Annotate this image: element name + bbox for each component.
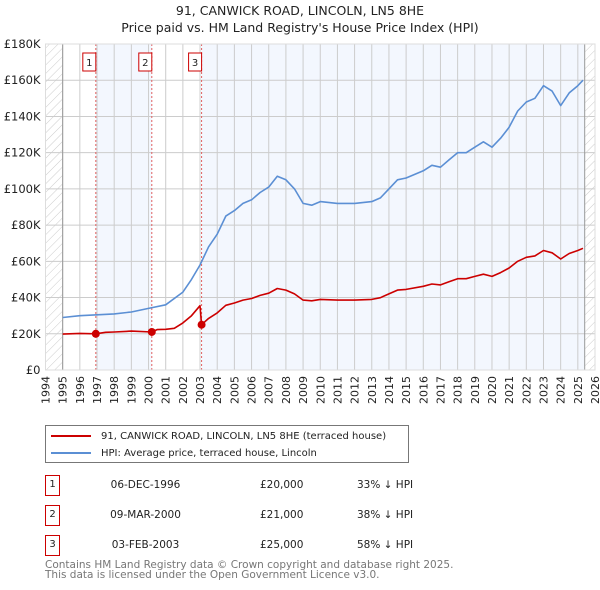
y-tick-label: £120K xyxy=(4,146,41,160)
sale-point xyxy=(91,329,100,338)
x-tick-label: 2019 xyxy=(469,376,482,404)
sale-hpi-diff: 38% ↓ HPI xyxy=(357,509,414,521)
y-tick-label: £80K xyxy=(11,218,41,232)
y-tick-label: £0 xyxy=(26,363,41,377)
legend-label: 91, CANWICK ROAD, LINCOLN, LN5 8HE (terr… xyxy=(101,430,387,442)
x-tick-label: 2025 xyxy=(572,376,585,404)
sale-number-badge: 1 xyxy=(45,475,60,496)
x-tick-label: 1999 xyxy=(125,376,138,404)
price-chart: 1994 1995 1996 1997 1998 1999 2000 2001 2002 2003… xyxy=(4,37,600,404)
x-tick-label: 2000 xyxy=(143,376,156,404)
sale-label: 2 xyxy=(142,58,148,69)
x-tick-label: 2005 xyxy=(228,376,241,404)
sale-date: 06-DEC-1996 xyxy=(110,479,181,491)
sale-date: 09-MAR-2000 xyxy=(110,509,181,521)
x-tick-label: 1995 xyxy=(57,376,70,404)
hpi-line xyxy=(62,79,584,319)
x-tick-label: 2012 xyxy=(349,376,362,404)
x-tick-label: 2014 xyxy=(383,376,396,404)
x-tick-label: 2013 xyxy=(366,376,379,404)
sale-number-badge: 2 xyxy=(45,505,60,526)
x-tick-label: 2017 xyxy=(434,376,447,404)
x-tick-label: 2003 xyxy=(194,376,207,404)
sale-number-badge: 3 xyxy=(45,535,60,556)
sale-price: £21,000 xyxy=(260,509,304,521)
no-data-region xyxy=(584,44,595,370)
x-tick-label: 2007 xyxy=(263,376,276,404)
footer-copyright: Contains HM Land Registry data © Crown c… xyxy=(45,559,454,571)
x-tick-label: 2018 xyxy=(452,376,465,404)
x-tick-label: 2024 xyxy=(555,376,568,404)
x-tick-label: 2010 xyxy=(314,376,327,404)
legend-item-hpi: HPI: Average price, terraced house, Linc… xyxy=(46,445,317,461)
no-data-region xyxy=(45,44,63,370)
sale-hpi-diff: 33% ↓ HPI xyxy=(357,479,414,491)
sale-label-box xyxy=(188,52,203,72)
x-tick-label: 2001 xyxy=(160,376,173,404)
ownership-band xyxy=(201,44,585,370)
sale-label-box xyxy=(82,52,97,72)
x-tick-label: 2011 xyxy=(331,376,344,404)
table-row: 1 06-DEC-1996 £20,000 33% ↓ HPI xyxy=(45,475,465,496)
x-tick-label: 2006 xyxy=(246,376,259,404)
y-tick-label: £160K xyxy=(4,73,41,87)
sale-point xyxy=(147,327,156,336)
sale-price: £20,000 xyxy=(260,479,304,491)
footer-licence: This data is licensed under the Open Gov… xyxy=(45,569,380,581)
ownership-band xyxy=(95,44,152,370)
chart-subtitle: Price paid vs. HM Land Registry's House … xyxy=(121,20,479,35)
legend-label: HPI: Average price, terraced house, Linc… xyxy=(101,447,317,459)
y-tick-label: £140K xyxy=(4,109,41,123)
x-tick-label: 2015 xyxy=(400,376,413,404)
sale-price: £25,000 xyxy=(260,539,304,551)
sale-label-box xyxy=(138,52,153,72)
legend-swatch-red xyxy=(51,435,91,437)
x-tick-label: 2022 xyxy=(520,376,533,404)
x-tick-label: 1994 xyxy=(40,376,53,404)
y-tick-label: £60K xyxy=(11,254,41,268)
x-tick-label: 2009 xyxy=(297,376,310,404)
chart-legend: 91, CANWICK ROAD, LINCOLN, LN5 8HE (terr… xyxy=(45,425,409,463)
y-tick-label: £180K xyxy=(4,37,41,51)
sale-hpi-diff: 58% ↓ HPI xyxy=(357,539,414,551)
x-tick-label: 2026 xyxy=(589,376,600,404)
footer: Contains HM Land Registry data © Crown c… xyxy=(45,559,454,581)
x-tick-label: 2008 xyxy=(280,376,293,404)
legend-item-property: 91, CANWICK ROAD, LINCOLN, LN5 8HE (terr… xyxy=(46,428,386,444)
x-tick-label: 2004 xyxy=(211,376,224,404)
legend-swatch-blue xyxy=(51,452,91,454)
x-tick-label: 1998 xyxy=(108,376,121,404)
x-tick-label: 2016 xyxy=(417,376,430,404)
chart-title: 91, CANWICK ROAD, LINCOLN, LN5 8HE xyxy=(175,3,425,18)
x-tick-label: 2020 xyxy=(486,376,499,404)
sale-date: 03-FEB-2003 xyxy=(111,539,180,551)
table-row: 3 03-FEB-2003 £25,000 58% ↓ HPI xyxy=(45,535,465,556)
sale-label: 3 xyxy=(192,58,198,69)
x-tick-label: 2021 xyxy=(503,376,516,404)
x-tick-label: 1996 xyxy=(74,376,87,404)
x-tick-label: 2002 xyxy=(177,376,190,404)
sale-point xyxy=(197,320,206,329)
table-row: 2 09-MAR-2000 £21,000 38% ↓ HPI xyxy=(45,505,465,526)
y-tick-label: £20K xyxy=(11,327,41,341)
plot-frame xyxy=(45,43,596,371)
y-tick-label: £100K xyxy=(4,182,41,196)
sale-label: 1 xyxy=(86,58,92,69)
x-tick-label: 2023 xyxy=(537,376,550,404)
x-tick-label: 1997 xyxy=(91,376,104,404)
y-tick-label: £40K xyxy=(11,291,41,305)
property-price-line xyxy=(62,247,584,335)
